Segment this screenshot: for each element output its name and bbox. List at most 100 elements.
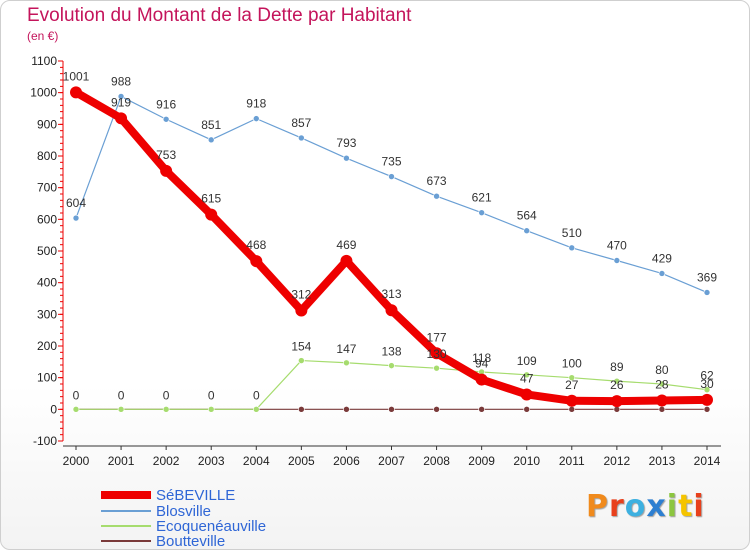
x-tick-label: 2000 — [63, 454, 90, 468]
data-point — [658, 406, 666, 413]
logo-letter: i — [666, 489, 679, 524]
data-label: 0 — [253, 388, 260, 402]
data-point — [613, 406, 621, 413]
data-label: 27 — [565, 378, 579, 392]
y-tick-label: 400 — [37, 276, 57, 290]
data-label: 109 — [517, 354, 537, 368]
data-point — [295, 304, 308, 317]
data-point — [160, 164, 173, 177]
data-label: 147 — [336, 342, 356, 356]
logo-letter: P — [586, 489, 609, 524]
data-label: 0 — [163, 388, 170, 402]
data-point — [433, 192, 440, 200]
data-label: 615 — [201, 192, 221, 206]
series-line-1 — [75, 95, 708, 294]
data-point — [205, 208, 218, 221]
x-tick-label: 2001 — [108, 454, 135, 468]
y-tick-label: 200 — [37, 339, 57, 353]
logo-letter: i — [693, 489, 705, 524]
data-point — [343, 154, 350, 162]
y-tick-label: 800 — [37, 149, 57, 163]
data-point — [703, 386, 711, 394]
data-label: 919 — [111, 95, 131, 109]
data-point — [433, 364, 440, 372]
proxiti-logo: Proxiti — [586, 489, 705, 524]
data-label: 469 — [336, 238, 356, 252]
x-tick-label: 2010 — [513, 454, 540, 468]
data-point — [388, 406, 395, 413]
data-point — [523, 371, 531, 379]
legend-swatch — [101, 525, 151, 527]
y-tick-label: 700 — [37, 181, 57, 195]
x-tick-label: 2012 — [604, 454, 631, 468]
data-point — [613, 377, 621, 385]
data-point — [385, 304, 398, 317]
data-point — [162, 406, 170, 413]
data-label: 47 — [520, 371, 534, 385]
x-tick-label: 2009 — [468, 454, 495, 468]
legend-item: Boutteville — [101, 533, 225, 549]
logo-letter: x — [646, 489, 667, 524]
data-label: 857 — [291, 116, 311, 130]
x-tick-label: 2002 — [153, 454, 180, 468]
data-label: 510 — [562, 226, 582, 240]
data-label: 0 — [73, 388, 80, 402]
data-point — [568, 406, 576, 413]
data-point — [478, 209, 485, 216]
data-label: 429 — [652, 251, 672, 265]
legend-swatch — [101, 491, 151, 499]
y-tick-label: 1100 — [31, 54, 57, 68]
data-label: 312 — [291, 288, 311, 302]
x-tick-label: 2005 — [288, 454, 315, 468]
data-point — [655, 394, 668, 407]
data-point — [568, 244, 576, 252]
data-point — [72, 406, 80, 413]
data-label: 673 — [427, 174, 447, 188]
y-tick-label: 100 — [37, 371, 57, 385]
data-point — [343, 359, 350, 367]
data-point — [388, 362, 395, 369]
y-tick-label: 500 — [37, 244, 57, 258]
data-point — [298, 357, 305, 364]
data-label: 851 — [201, 118, 221, 132]
data-point — [430, 347, 443, 360]
data-label: 0 — [118, 388, 125, 402]
y-tick-label: -100 — [33, 434, 57, 448]
legend-label: Blosville — [156, 502, 212, 520]
data-label: 369 — [697, 270, 717, 284]
x-tick-label: 2003 — [198, 454, 225, 468]
data-point — [701, 393, 713, 406]
x-tick-label: 2004 — [243, 454, 270, 468]
logo-letter: o — [624, 489, 647, 524]
data-point — [703, 406, 711, 413]
legend-label: SéBEVILLE — [156, 486, 236, 504]
data-label: 468 — [246, 238, 266, 252]
data-label: 916 — [156, 97, 176, 111]
data-label: 118 — [472, 351, 491, 365]
data-point — [117, 93, 125, 100]
data-point — [207, 136, 215, 144]
data-label: 154 — [291, 340, 311, 354]
legend-item: SéBEVILLE — [101, 486, 236, 504]
data-label: 621 — [472, 191, 492, 205]
data-label: 80 — [655, 363, 669, 377]
data-label: 604 — [66, 196, 86, 210]
data-point — [343, 406, 350, 413]
data-label: 988 — [111, 74, 131, 88]
x-tick-label: 2013 — [649, 454, 676, 468]
logo-letter: r — [609, 489, 625, 524]
data-point — [475, 373, 488, 386]
data-point — [703, 289, 711, 296]
x-tick-label: 2007 — [378, 454, 405, 468]
data-label: 28 — [655, 377, 669, 391]
data-label: 564 — [517, 209, 537, 223]
data-label: 62 — [700, 369, 714, 383]
data-point — [388, 173, 395, 180]
data-point — [252, 406, 260, 413]
data-label: 94 — [475, 357, 489, 371]
data-point — [610, 395, 623, 408]
y-tick-label: 600 — [37, 212, 57, 226]
data-point — [162, 115, 170, 123]
